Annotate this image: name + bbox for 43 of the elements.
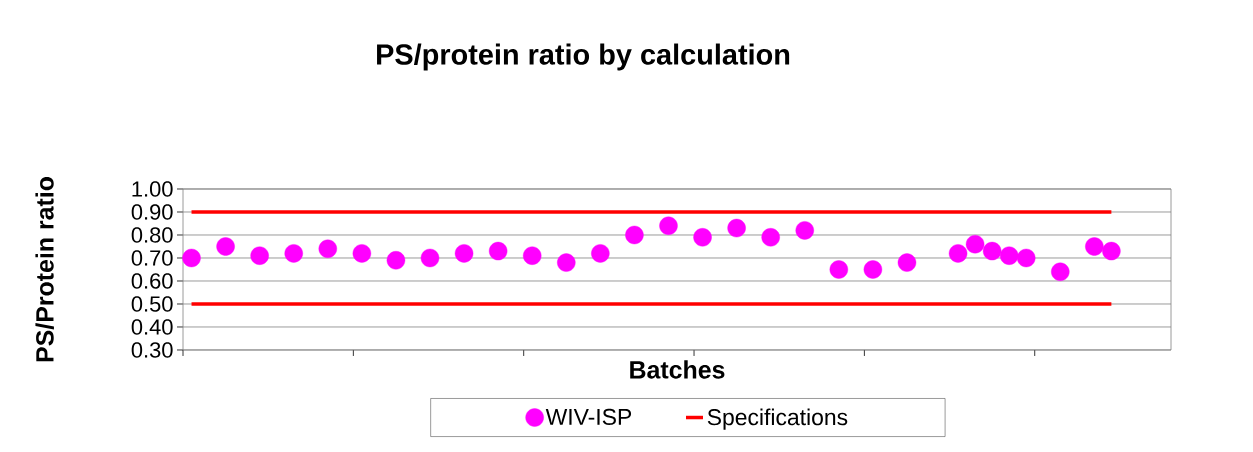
point	[761, 228, 780, 247]
point	[386, 251, 406, 270]
y-tick-label: 0.90	[131, 204, 173, 220]
point	[250, 246, 269, 265]
point	[216, 237, 235, 256]
point	[965, 234, 985, 254]
chart-title: PS/protein ratio by calculation	[377, 43, 790, 71]
point	[1085, 237, 1104, 256]
point	[557, 253, 576, 272]
y-tick-label: 0.80	[131, 227, 173, 243]
point	[625, 225, 644, 245]
point	[795, 221, 814, 240]
point	[352, 244, 372, 263]
point	[284, 244, 303, 263]
legend-label: WIV-ISP	[545, 408, 632, 425]
point	[182, 248, 201, 268]
point	[727, 218, 746, 238]
point	[829, 260, 849, 279]
point	[1051, 262, 1070, 281]
y-tick-label: 0.50	[131, 296, 173, 312]
point	[1102, 241, 1121, 261]
y-tick-label: 0.30	[131, 342, 173, 358]
point	[659, 216, 678, 235]
point	[591, 244, 610, 263]
point	[488, 241, 508, 261]
y-tick-label: 0.60	[131, 273, 173, 289]
point	[523, 246, 542, 265]
point	[999, 246, 1019, 265]
point	[897, 253, 917, 272]
point	[1017, 248, 1036, 268]
y-tick-label: 1.00	[132, 181, 173, 197]
point	[318, 239, 337, 258]
y-axis-title: PS/Protein ratio	[35, 177, 54, 362]
point	[420, 248, 440, 268]
legend-label: Specifications	[707, 408, 848, 430]
point	[982, 241, 1002, 261]
point	[863, 260, 883, 279]
y-tick-label: 0.70	[131, 250, 173, 266]
x-axis-title: Batches	[630, 360, 725, 379]
y-tick-label: 0.40	[131, 319, 173, 335]
point	[693, 228, 712, 247]
point	[454, 244, 474, 263]
point	[948, 244, 968, 263]
